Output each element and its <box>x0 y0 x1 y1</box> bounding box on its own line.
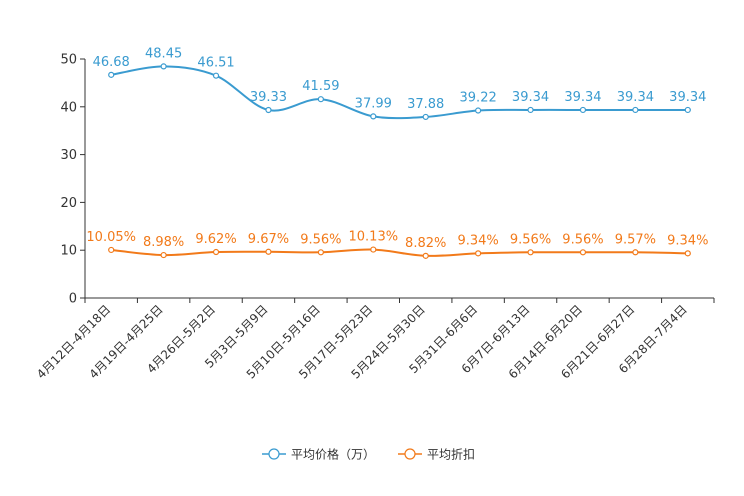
data-label: 37.88 <box>407 97 444 112</box>
data-label: 9.57% <box>615 232 656 247</box>
data-point <box>422 252 429 259</box>
data-point <box>160 63 167 70</box>
data-point <box>632 249 639 256</box>
data-point <box>108 246 115 254</box>
data-label: 39.33 <box>250 90 287 105</box>
data-point <box>527 249 534 256</box>
data-point <box>317 249 324 256</box>
data-point <box>108 71 115 78</box>
data-label: 46.51 <box>197 56 234 71</box>
data-point <box>475 250 482 257</box>
data-point <box>317 96 324 103</box>
series-line-2 <box>111 248 688 257</box>
data-point <box>579 106 587 114</box>
data-label: 39.34 <box>617 90 654 105</box>
data-point <box>527 106 534 114</box>
data-point <box>370 113 377 120</box>
data-label: 9.56% <box>510 232 551 247</box>
data-label: 46.68 <box>93 55 130 70</box>
y-tick-label: 30 <box>60 148 77 163</box>
data-point <box>265 248 272 255</box>
data-label: 10.05% <box>86 230 136 245</box>
x-axis: 4月12日-4月18日4月19日-4月25日4月26日-5月2日5月3日-5月9… <box>34 297 715 382</box>
legend-marker-2 <box>404 448 416 460</box>
legend: 平均价格（万） 平均折扣 <box>262 447 475 462</box>
data-point <box>212 72 220 79</box>
series-area <box>108 63 691 259</box>
data-label: 9.34% <box>667 233 708 248</box>
y-tick-label: 10 <box>60 244 77 259</box>
data-point <box>684 106 691 114</box>
data-point <box>212 248 220 256</box>
series-line-1 <box>111 65 688 120</box>
y-tick-label: 50 <box>60 53 77 68</box>
data-label: 9.56% <box>562 232 603 247</box>
data-labels: 46.68 48.45 46.51 39.33 41.59 37.99 37.88 39.22… <box>86 46 708 250</box>
legend-label-2: 平均折扣 <box>427 447 475 462</box>
data-label: 39.34 <box>669 90 706 105</box>
data-label: 9.67% <box>248 232 289 247</box>
data-label: 37.99 <box>355 96 392 111</box>
y-axis: 0 10 20 30 40 50 <box>60 53 86 307</box>
data-label: 39.34 <box>512 90 549 105</box>
data-point <box>684 250 691 257</box>
data-point <box>265 106 272 114</box>
data-label: 9.62% <box>195 232 236 247</box>
legend-marker-1 <box>268 448 280 460</box>
data-label: 9.34% <box>457 233 498 248</box>
data-label: 39.22 <box>460 91 497 106</box>
data-label: 9.56% <box>300 232 341 247</box>
data-point <box>632 106 639 114</box>
data-label: 39.34 <box>564 90 601 105</box>
data-label: 8.98% <box>143 235 184 250</box>
legend-label-1: 平均价格（万） <box>291 447 375 462</box>
data-label: 8.82% <box>405 236 446 251</box>
y-tick-label: 20 <box>60 196 77 211</box>
data-label: 10.13% <box>349 230 399 245</box>
data-label: 41.59 <box>302 79 339 94</box>
data-point <box>160 251 167 259</box>
data-label: 48.45 <box>145 46 182 61</box>
data-point <box>370 246 377 253</box>
y-tick-label: 40 <box>60 100 77 115</box>
data-point <box>422 113 429 121</box>
data-point <box>579 249 587 256</box>
y-tick-label: 0 <box>69 292 77 307</box>
data-point <box>475 107 482 114</box>
